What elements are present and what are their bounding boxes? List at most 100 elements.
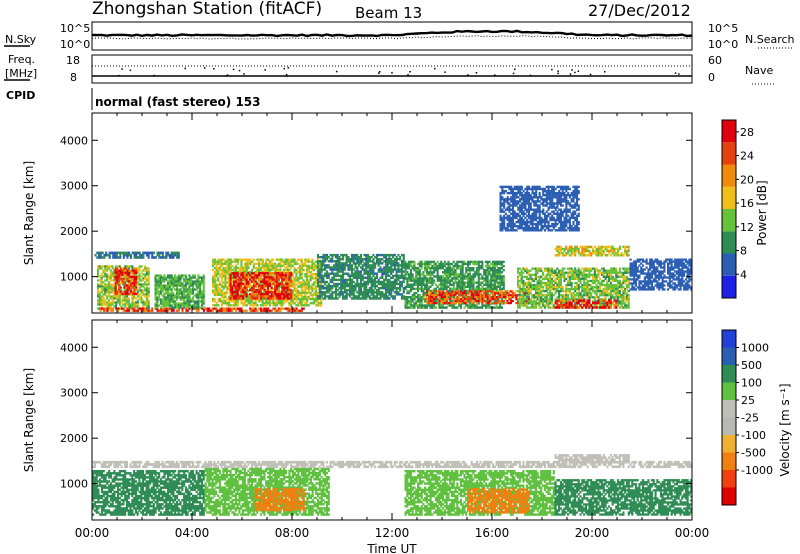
heatmap-cell bbox=[533, 286, 536, 289]
heatmap-cell bbox=[229, 260, 232, 263]
heatmap-cell bbox=[102, 293, 105, 296]
heatmap-cell bbox=[145, 277, 148, 280]
heatmap-cell bbox=[263, 262, 266, 265]
heatmap-cell bbox=[477, 277, 480, 280]
heatmap-cell bbox=[113, 273, 116, 276]
heatmap-cell bbox=[368, 291, 371, 294]
heatmap-cell bbox=[258, 293, 261, 296]
heatmap-cell bbox=[131, 269, 134, 272]
heatmap-cell bbox=[334, 253, 337, 257]
heatmap-cell bbox=[158, 292, 161, 295]
heatmap-cell bbox=[334, 262, 337, 265]
heatmap-cell bbox=[500, 271, 503, 274]
heatmap-cell bbox=[317, 278, 320, 282]
heatmap-cell bbox=[486, 273, 489, 276]
heatmap-cell bbox=[98, 275, 101, 278]
heatmap-cell bbox=[98, 283, 101, 286]
heatmap-cell bbox=[238, 258, 241, 261]
heatmap-cell bbox=[97, 269, 100, 272]
heatmap-cell bbox=[381, 272, 384, 275]
heatmap-cell bbox=[145, 307, 148, 310]
heatmap-cell bbox=[236, 297, 239, 300]
heatmap-cell bbox=[259, 276, 262, 279]
heatmap-cell bbox=[388, 258, 391, 261]
heatmap-cell bbox=[329, 287, 332, 290]
heatmap-cell bbox=[517, 306, 520, 309]
heatmap-cell bbox=[188, 292, 191, 295]
heatmap-cell bbox=[126, 307, 129, 310]
heatmap-cell bbox=[299, 309, 302, 312]
heatmap-cell bbox=[154, 292, 157, 295]
heatmap-cell bbox=[304, 295, 307, 299]
heatmap-cell bbox=[181, 304, 184, 307]
heatmap-cell bbox=[138, 267, 141, 270]
heatmap-cell bbox=[176, 256, 179, 259]
heatmap-cell bbox=[518, 273, 521, 276]
heatmap-cell bbox=[386, 253, 389, 257]
heatmap-cell bbox=[415, 277, 418, 280]
heatmap-cell bbox=[340, 270, 343, 273]
heatmap-cell bbox=[306, 258, 309, 261]
heatmap-cell bbox=[467, 304, 470, 307]
heatmap-cell bbox=[259, 286, 262, 290]
heatmap-cell bbox=[229, 284, 232, 288]
heatmap-cell bbox=[258, 260, 261, 263]
heatmap-cell bbox=[154, 296, 157, 299]
heatmap-cell bbox=[128, 307, 131, 310]
heatmap-cell bbox=[126, 301, 129, 304]
heatmap-cell bbox=[307, 289, 310, 292]
heatmap-cell bbox=[470, 294, 473, 297]
heatmap-cell bbox=[477, 306, 480, 309]
heatmap-cell bbox=[270, 285, 273, 288]
heatmap-cell bbox=[247, 258, 250, 261]
heatmap-cell bbox=[220, 293, 223, 297]
heatmap-cell bbox=[252, 295, 255, 298]
heatmap-cell bbox=[435, 302, 438, 305]
heatmap-cell bbox=[522, 292, 525, 295]
heatmap-cell bbox=[119, 290, 122, 293]
heatmap-cell bbox=[284, 272, 287, 275]
heatmap-cell bbox=[267, 300, 270, 303]
heatmap-cell bbox=[418, 264, 421, 268]
heatmap-cell bbox=[492, 271, 495, 274]
heatmap-cell bbox=[456, 285, 459, 288]
heatmap-cell bbox=[240, 307, 243, 310]
heatmap-cell bbox=[147, 269, 150, 272]
heatmap-cell bbox=[233, 291, 236, 294]
heatmap-cell bbox=[333, 278, 336, 282]
heatmap-cell bbox=[307, 281, 310, 284]
heatmap-cell bbox=[317, 282, 320, 286]
heatmap-cell bbox=[536, 298, 539, 301]
heatmap-cell bbox=[258, 300, 261, 303]
heatmap-cell bbox=[231, 279, 234, 282]
heatmap-cell bbox=[136, 295, 139, 298]
heatmap-cell bbox=[168, 274, 171, 277]
heatmap-cell bbox=[300, 281, 303, 284]
heatmap-cell bbox=[486, 271, 489, 274]
heatmap-cell bbox=[156, 296, 159, 299]
heatmap-cell bbox=[226, 266, 229, 270]
heatmap-cell bbox=[131, 309, 134, 312]
heatmap-cell bbox=[121, 273, 124, 277]
heatmap-cell bbox=[254, 276, 257, 279]
heatmap-cell bbox=[306, 295, 309, 299]
heatmap-cell bbox=[386, 289, 389, 292]
heatmap-cell bbox=[133, 287, 136, 290]
heatmap-cell bbox=[288, 288, 291, 292]
heatmap-cell bbox=[292, 309, 295, 312]
heatmap-cell bbox=[240, 284, 243, 288]
heatmap-cell bbox=[488, 294, 491, 297]
heatmap-cell bbox=[363, 270, 366, 273]
heatmap-cell bbox=[120, 301, 123, 304]
heatmap-cell bbox=[111, 291, 114, 294]
heatmap-cell bbox=[313, 293, 316, 297]
heatmap-cell bbox=[240, 266, 243, 270]
heatmap-cell bbox=[490, 279, 493, 282]
heatmap-cell bbox=[408, 262, 411, 266]
heatmap-cell bbox=[100, 297, 103, 300]
heatmap-cell bbox=[245, 278, 248, 281]
heatmap-cell bbox=[500, 260, 503, 264]
heatmap-cell bbox=[277, 282, 280, 285]
heatmap-cell bbox=[243, 304, 246, 307]
heatmap-cell bbox=[486, 298, 489, 301]
